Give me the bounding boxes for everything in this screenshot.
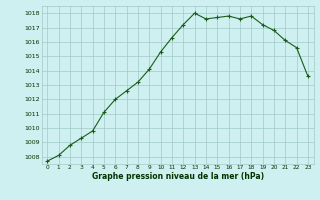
X-axis label: Graphe pression niveau de la mer (hPa): Graphe pression niveau de la mer (hPa) [92, 172, 264, 181]
